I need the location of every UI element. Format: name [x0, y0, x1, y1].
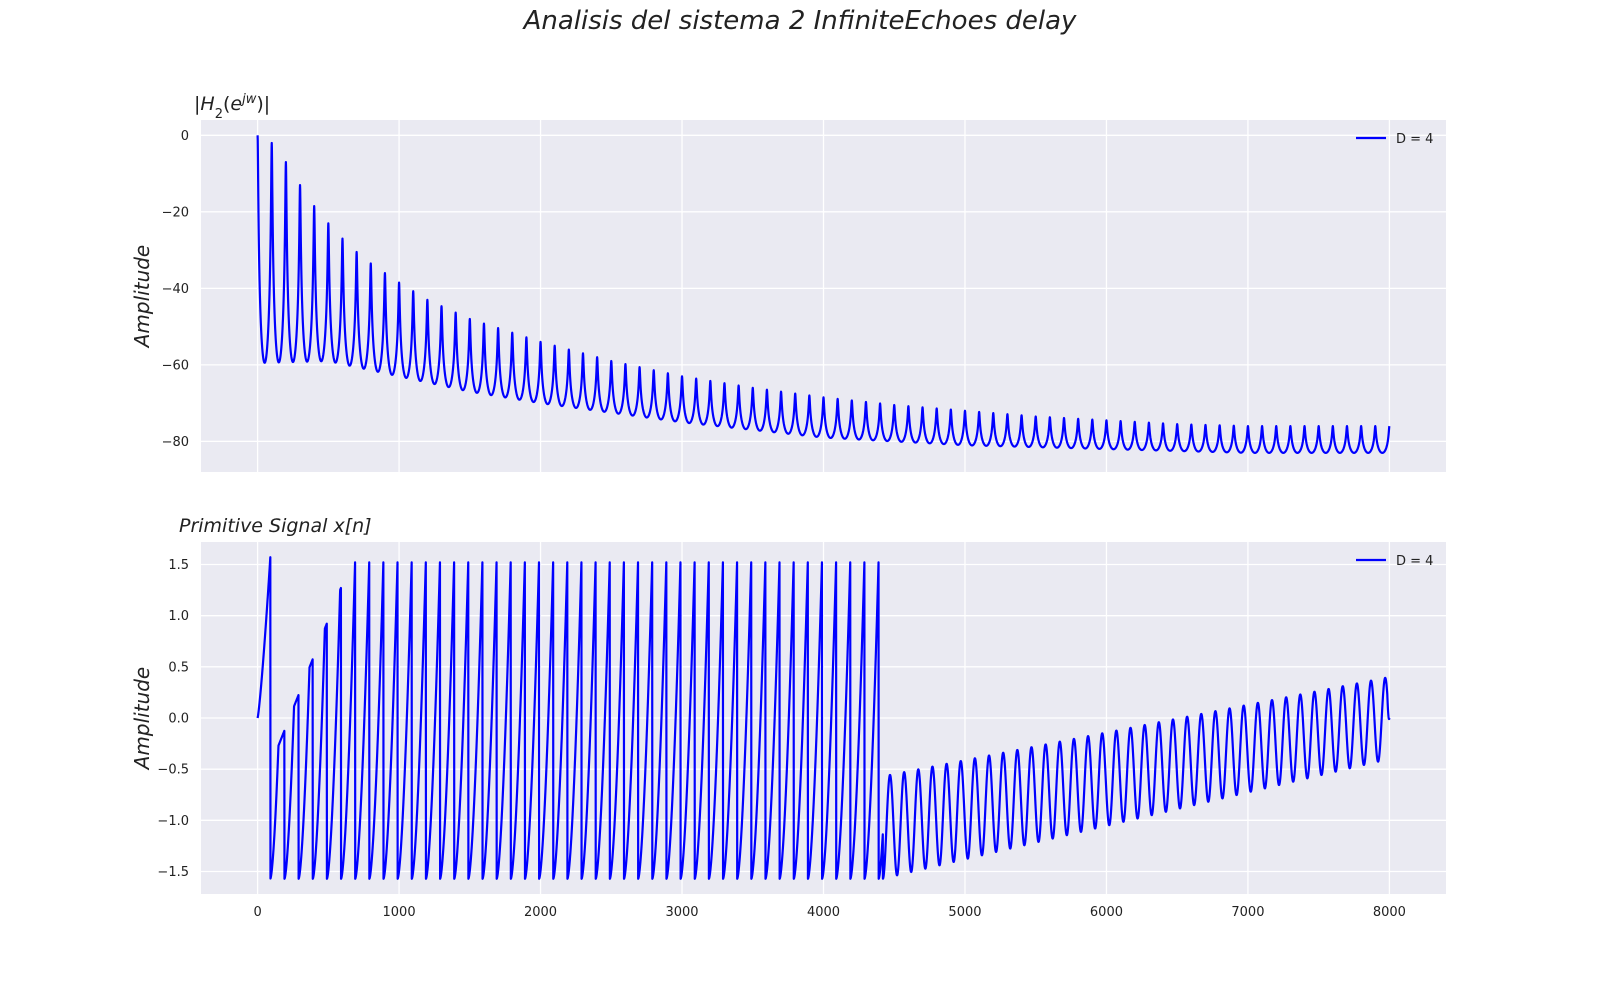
subplot-1: 0 −20 −40 −60 −80 Amplitude |H2(ejw)| D = 4	[130, 92, 1446, 472]
x-tick-label: 4000	[807, 905, 840, 920]
y-tick-label: −20	[162, 205, 189, 220]
legend-label: D = 4	[1396, 554, 1433, 569]
subplot-title: Primitive Signal x[n]	[179, 515, 372, 537]
y-tick-label: −1.0	[157, 814, 189, 829]
x-tick-label: 5000	[948, 905, 981, 920]
x-tick-label: 0	[253, 905, 261, 920]
x-tick-label: 7000	[1231, 905, 1264, 920]
y-axis-label: Amplitude	[130, 245, 154, 350]
x-tick-label: 3000	[665, 905, 698, 920]
y-tick-label: −1.5	[157, 865, 189, 880]
y-axis-label: Amplitude	[130, 667, 154, 772]
y-tick-label: −0.5	[157, 763, 189, 778]
figure-title: Analisis del sistema 2 InfiniteEchoes de…	[523, 6, 1077, 36]
y-tick-label: −80	[162, 435, 189, 450]
y-tick-label: 1.0	[168, 609, 189, 624]
x-tick-label: 2000	[524, 905, 557, 920]
subplot-title: |H2(ejw)|	[194, 92, 270, 122]
y-tick-label: 0.0	[168, 712, 189, 727]
y-tick-label: 1.5	[168, 558, 189, 573]
series-line	[256, 556, 1391, 880]
x-tick-label: 6000	[1090, 905, 1123, 920]
series-line	[256, 135, 1391, 454]
x-tick-label: 8000	[1373, 905, 1406, 920]
y-tick-label: −60	[162, 358, 189, 373]
y-tick-label: 0.5	[168, 660, 189, 675]
subplot-2: 1.5 1.0 0.5 0.0 −0.5 −1.0 −1.5 0 1000 2000 3000 400…	[130, 515, 1446, 920]
y-tick-label: −40	[162, 282, 189, 297]
x-tick-label: 1000	[383, 905, 416, 920]
y-tick-label: 0	[181, 129, 189, 144]
legend-label: D = 4	[1396, 132, 1433, 147]
